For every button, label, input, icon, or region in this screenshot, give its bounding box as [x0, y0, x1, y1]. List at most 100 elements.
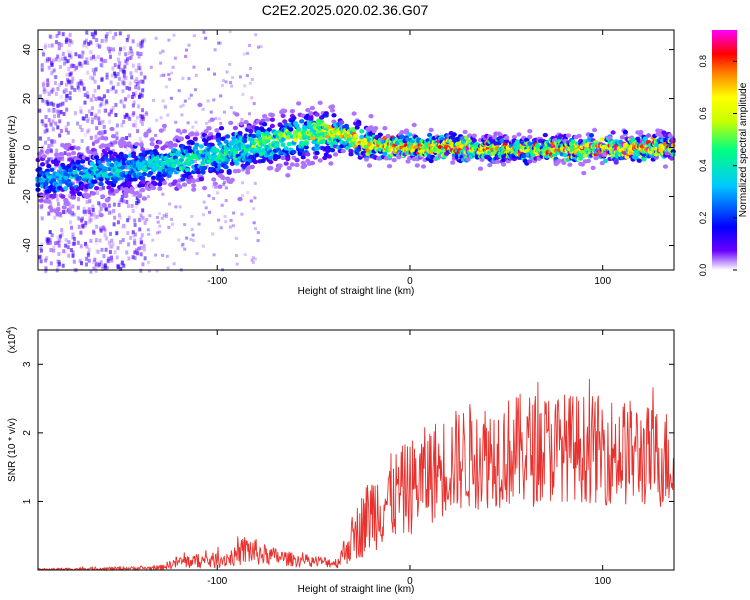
- heatmap-cell: [85, 244, 89, 249]
- heatmap-cell: [189, 93, 193, 97]
- heatmap-cell: [168, 202, 172, 206]
- heatmap-cell: [248, 81, 252, 85]
- heatmap-cell: [110, 134, 117, 139]
- heatmap-cell: [94, 97, 98, 101]
- heatmap-cell: [121, 89, 125, 94]
- heatmap-cell: [132, 111, 136, 116]
- heatmap-cell: [128, 133, 132, 138]
- heatmap-cell: [48, 237, 52, 242]
- heatmap-cell: [175, 152, 181, 157]
- heatmap-cell: [50, 101, 53, 106]
- snr-y-ticks: 1 2 3: [22, 361, 674, 504]
- heatmap-cell: [226, 170, 232, 175]
- heatmap-cell: [123, 114, 127, 119]
- heatmap-cell: [123, 64, 127, 69]
- heatmap-cell: [127, 51, 131, 55]
- heatmap-cell: [148, 127, 152, 131]
- heatmap-cell: [118, 143, 124, 149]
- heatmap-cell: [113, 71, 117, 76]
- heatmap-cell: [71, 204, 75, 209]
- heatmap-cell: [112, 222, 116, 227]
- heatmap-cell: [198, 144, 204, 149]
- heatmap-cell: [94, 113, 98, 118]
- heatmap-cell: [185, 168, 191, 173]
- heatmap-cell: [134, 191, 140, 196]
- heatmap-cell: [64, 128, 68, 133]
- heatmap-cell: [88, 199, 92, 204]
- heatmap-cell: [83, 133, 87, 138]
- heatmap-cell: [49, 149, 53, 154]
- heatmap-cell: [240, 118, 244, 121]
- heatmap-cell: [76, 121, 80, 126]
- heatmap-cell: [60, 232, 64, 237]
- heatmap-cell: [79, 244, 83, 249]
- heatmap-cell: [49, 202, 53, 206]
- heatmap-cell: [209, 142, 215, 148]
- heatmap-cell: [89, 238, 93, 243]
- heatmap-cell: [49, 122, 53, 127]
- heatmap-cell: [92, 71, 96, 76]
- heatmap-cell: [48, 230, 52, 235]
- heatmap-cell: [110, 255, 113, 260]
- heatmap-cell: [95, 214, 99, 219]
- heatmap-cell: [46, 101, 50, 106]
- heatmap-cell: [104, 207, 108, 212]
- snr-y-multiplier-exp: 4: [6, 330, 13, 334]
- heatmap-cell: [77, 224, 81, 229]
- heatmap-cell: [57, 169, 61, 174]
- heatmap-cell: [139, 268, 143, 273]
- heatmap-cell: [118, 31, 122, 36]
- heatmap-cell: [108, 250, 112, 255]
- heatmap-cell: [223, 215, 227, 218]
- heatmap-cell: [52, 245, 56, 250]
- snr-y-axis-label: SNR (10 * v/v): [7, 418, 18, 482]
- heatmap-cell: [136, 129, 140, 134]
- heatmap-cell: [579, 162, 585, 167]
- heatmap-cell: [238, 75, 242, 79]
- heatmap-cell: [214, 117, 218, 121]
- heatmap-cell: [218, 126, 225, 131]
- spectrogram-panel: -100 0 100 -40 -20 0 20 40 Height of straight …: [7, 29, 676, 297]
- heatmap-cell: [231, 224, 235, 228]
- heatmap-cell: [140, 214, 144, 219]
- heatmap-cell: [220, 136, 226, 141]
- heatmap-cell: [98, 226, 102, 231]
- heatmap-cell: [209, 117, 215, 122]
- heatmap-cell: [52, 68, 56, 73]
- heatmap-cell: [70, 195, 77, 200]
- heatmap-cell: [56, 240, 60, 245]
- heatmap-cell: [181, 103, 185, 107]
- heatmap-cell: [212, 197, 216, 200]
- heatmap-cell: [100, 97, 104, 102]
- heatmap-cell: [630, 137, 636, 142]
- heatmap-cell: [188, 149, 194, 154]
- heatmap-cell: [58, 65, 62, 69]
- heatmap-cell: [249, 164, 255, 170]
- heatmap-cell: [211, 184, 215, 188]
- heatmap-cell: [578, 156, 584, 161]
- heatmap-cell: [123, 144, 127, 149]
- heatmap-cell: [93, 215, 97, 220]
- heatmap-cell: [154, 253, 158, 257]
- heatmap-cell: [73, 237, 76, 241]
- heatmap-cell: [177, 89, 181, 93]
- heatmap-cell: [92, 35, 96, 40]
- heatmap-cell: [175, 128, 181, 133]
- heatmap-cell: [137, 172, 143, 177]
- heatmap-cell: [126, 204, 130, 208]
- heatmap-cell: [117, 76, 121, 81]
- heatmap-cell: [82, 86, 86, 91]
- heatmap-cell: [170, 222, 174, 226]
- heatmap-cell: [353, 133, 359, 139]
- heatmap-cell: [103, 263, 107, 268]
- heatmap-cell: [88, 216, 92, 221]
- heatmap-cell: [253, 257, 257, 261]
- heatmap-cell: [67, 193, 71, 198]
- heatmap-cell: [92, 260, 96, 265]
- heatmap-cell: [107, 150, 114, 155]
- heatmap-cell: [41, 122, 45, 127]
- heatmap-cell: [662, 164, 669, 169]
- heatmap-cell: [71, 76, 75, 81]
- heatmap-cell: [585, 158, 592, 164]
- heatmap-cell: [110, 244, 114, 249]
